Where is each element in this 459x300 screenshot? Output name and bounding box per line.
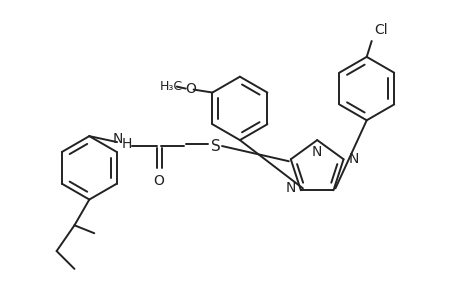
Text: N: N xyxy=(285,181,295,195)
Text: N: N xyxy=(348,152,358,166)
Text: S: S xyxy=(211,139,220,154)
Text: Cl: Cl xyxy=(374,23,387,37)
Text: H₃C: H₃C xyxy=(159,80,182,93)
Text: O: O xyxy=(153,174,164,188)
Text: N: N xyxy=(311,145,322,159)
Text: H: H xyxy=(122,137,132,151)
Text: N: N xyxy=(112,132,123,146)
Text: O: O xyxy=(185,82,196,96)
